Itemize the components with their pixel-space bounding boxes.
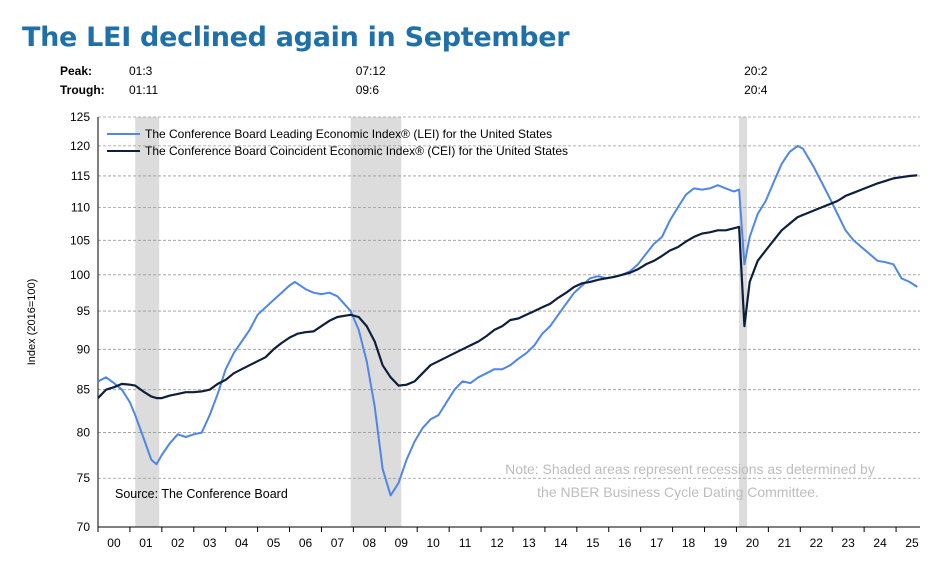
x-tick-label: 20: [746, 536, 760, 550]
x-tick-label: 00: [107, 536, 121, 550]
x-tick-label: 09: [395, 536, 409, 550]
y-tick-label: 95: [77, 304, 91, 318]
y-tick-label: 90: [77, 342, 91, 356]
y-tick-label: 120: [70, 139, 90, 153]
trough-label: Trough:: [60, 83, 105, 97]
y-tick-label: 85: [77, 383, 91, 397]
y-tick-label: 115: [71, 169, 90, 183]
x-tick-label: 07: [331, 536, 345, 550]
x-tick-label: 12: [490, 536, 504, 550]
y-tick-label: 100: [70, 268, 90, 282]
x-tick-label: 23: [841, 536, 855, 550]
x-tick-label: 18: [682, 536, 696, 550]
legend-label: The Conference Board Coincident Economic…: [145, 144, 568, 158]
recession-band: [135, 117, 160, 527]
recession-band: [350, 117, 402, 527]
x-tick-label: 03: [203, 536, 217, 550]
x-tick-label: 25: [905, 536, 919, 550]
x-tick-label: 01: [139, 536, 153, 550]
y-tick-label: 110: [71, 200, 90, 214]
trough-date: 01:11: [129, 83, 158, 97]
recession-note: Note: Shaded areas represent recessions …: [505, 461, 875, 500]
legend-label: The Conference Board Leading Economic In…: [145, 127, 552, 141]
y-tick-label: 80: [77, 426, 91, 440]
peak-date: 20:2: [744, 64, 768, 78]
cei-series-line: [97, 174, 918, 400]
x-tick-label: 04: [235, 536, 249, 550]
trough-date: 20:4: [744, 83, 768, 97]
recession-note-line: the NBER Business Cycle Dating Committee…: [537, 484, 819, 500]
peak-date: 07:12: [356, 64, 386, 78]
peak-date: 01:3: [129, 64, 153, 78]
x-tick-label: 05: [267, 536, 281, 550]
y-tick-label: 75: [77, 471, 91, 485]
x-tick-label: 14: [554, 536, 568, 550]
y-axis-label: Index (2016=100): [26, 279, 38, 366]
x-tick-label: 11: [459, 536, 472, 550]
x-tick-label: 10: [427, 536, 441, 550]
x-tick-label: 13: [522, 536, 536, 550]
source-note: Source: The Conference Board: [115, 487, 288, 501]
trough-date: 09:6: [356, 83, 380, 97]
y-tick-label: 70: [77, 520, 91, 534]
x-tick-label: 21: [778, 536, 792, 550]
chart-title: The LEI declined again in September: [22, 22, 570, 53]
y-tick-label: 125: [70, 110, 90, 124]
x-tick-label: 16: [618, 536, 632, 550]
x-tick-label: 24: [873, 536, 887, 550]
x-tick-label: 17: [650, 536, 664, 550]
x-tick-label: 19: [714, 536, 728, 550]
y-tick-label: 105: [70, 233, 90, 247]
x-tick-label: 02: [171, 536, 185, 550]
x-tick-label: 08: [363, 536, 377, 550]
x-tick-label: 22: [810, 536, 824, 550]
x-tick-label: 15: [586, 536, 600, 550]
recession-note-line: Note: Shaded areas represent recessions …: [505, 461, 875, 477]
peak-label: Peak:: [60, 64, 92, 78]
lei-series-line: [97, 144, 918, 497]
x-tick-label: 06: [299, 536, 313, 550]
